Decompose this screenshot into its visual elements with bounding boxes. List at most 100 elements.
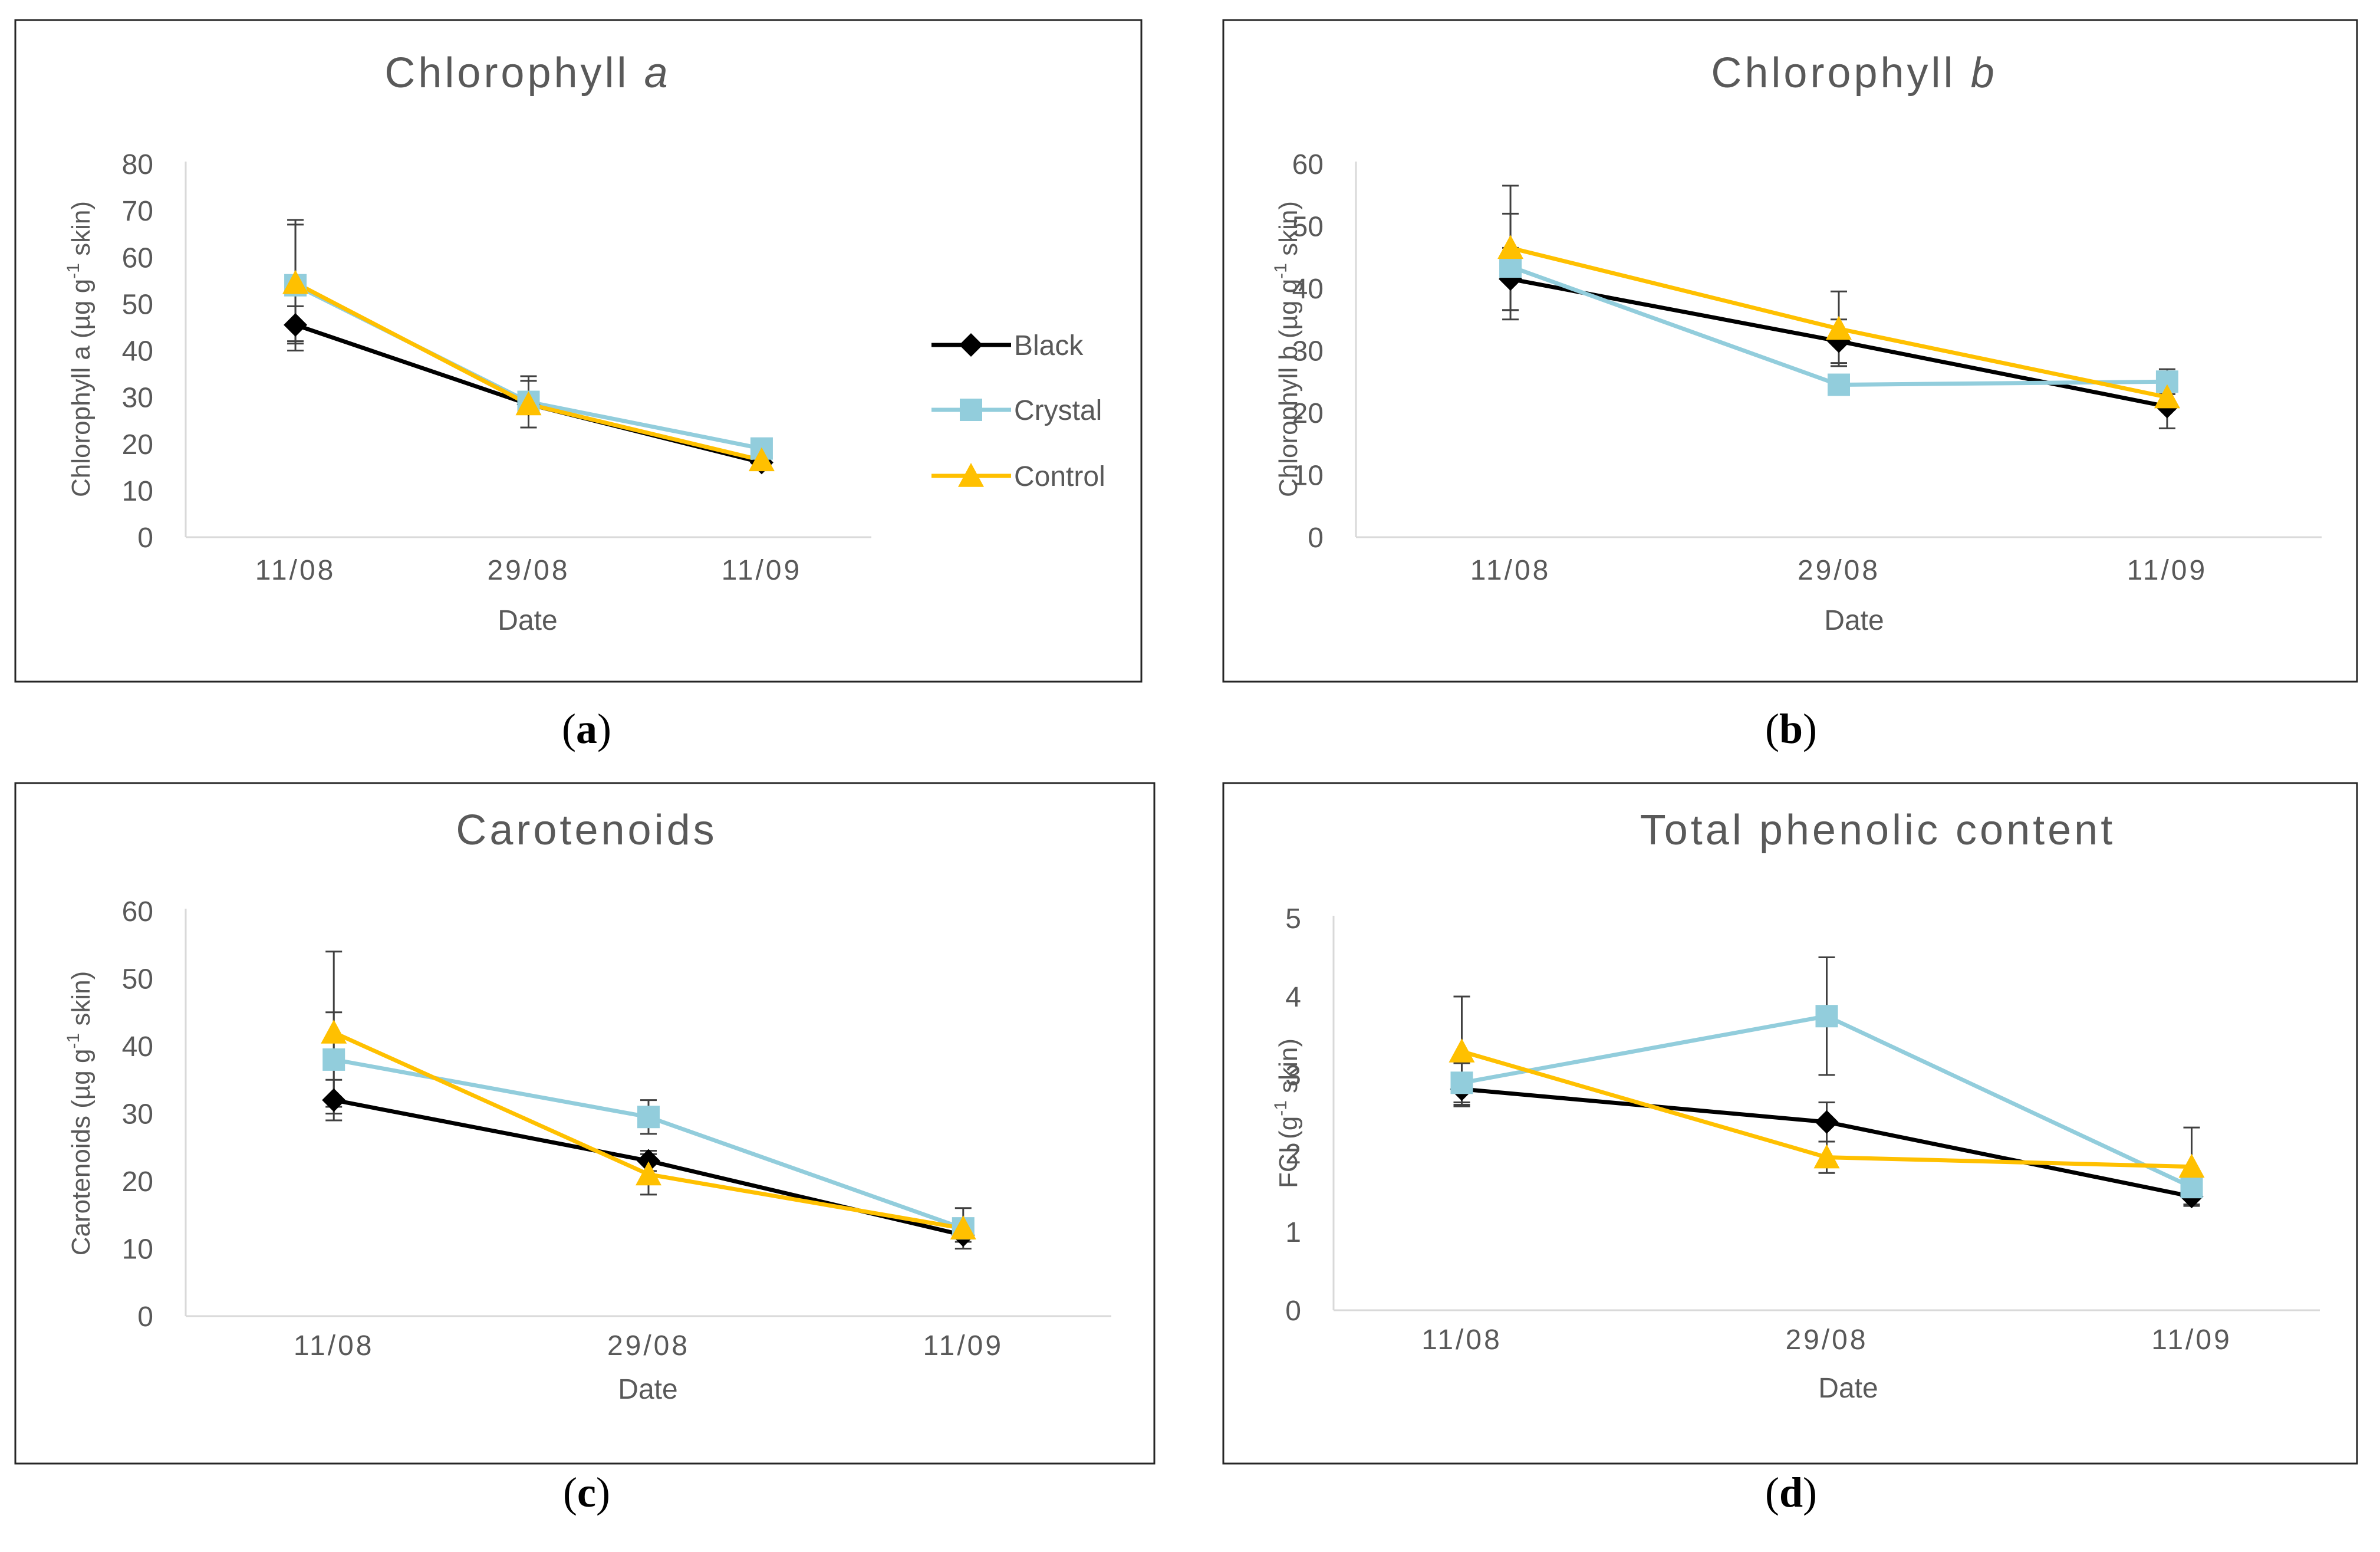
y-tick-label: 40 [1292,274,1324,305]
y-axis-label-end: skin) [1274,201,1303,263]
data-point-control [2154,384,2180,409]
chart-title-text: Chlorophyll [1711,50,1956,97]
x-tick-label: 11/08 [1470,555,1551,586]
y-axis-label-sup: -1 [1271,1100,1291,1116]
data-point-crystal [1499,255,1522,278]
y-axis-label-end: skin) [67,971,96,1033]
y-tick-label: 80 [122,149,153,180]
y-tick-label: 20 [122,1166,153,1198]
caption-open: ( [562,705,576,752]
y-tick-label: 50 [122,289,153,320]
data-point-control [1826,315,1852,340]
data-point-control [1449,1038,1475,1063]
chart-title-text: Total phenolic content [1640,807,2115,854]
data-point-crystal [1450,1071,1473,1094]
panel-caption: (c) [563,1469,610,1516]
y-tick-label: 20 [1292,398,1324,429]
y-tick-label: 30 [1292,336,1324,367]
data-point-control [321,1020,347,1044]
data-point-control [515,391,542,416]
chart-title-text: Carotenoids [456,807,717,854]
chart-panel-2: Chlorophyll b 0 10 20 30 40 50 60 11/08 29/08 11/0… [1222,19,2358,752]
y-axis-label-main: FCI (g [1274,1116,1303,1188]
data-point-control [2178,1153,2205,1178]
legend-label-crystal: Crystal [1014,395,1102,426]
caption-close: ) [597,705,611,752]
x-tick-label: 29/08 [487,555,570,586]
legend-marker-black [959,333,983,357]
caption-letter: c [577,1469,596,1516]
x-tick-label: 11/08 [1421,1324,1502,1356]
data-point-crystal [1828,373,1850,396]
data-point-control [636,1161,661,1186]
y-axis-label: Chlorophyll b (µg g-1 skin) [1271,201,1303,497]
y-tick-label: 0 [137,522,153,554]
chart-frame [14,19,1143,683]
y-tick-label: 0 [137,1301,153,1333]
data-point-crystal [322,1048,345,1071]
y-axis-label: FCI (g-1 skin) [1271,1038,1303,1188]
y-axis-label: Carotenoids (µg g-1 skin) [64,971,96,1255]
data-point-control [1813,1144,1840,1169]
y-tick-label: 30 [122,1099,153,1130]
legend-marker-control [958,463,984,487]
x-tick-label: 11/09 [722,555,802,586]
panel-caption: (b) [1765,705,1817,752]
caption-letter: d [1779,1469,1803,1516]
y-axis-label-sup: -1 [64,1033,83,1049]
data-point-control [748,447,775,472]
y-tick-label: 40 [122,1031,153,1063]
chart-frame [1222,782,2358,1465]
y-axis-label: Chlorophyll a (µg g-1 skin) [64,201,96,497]
legend-marker-crystal [960,399,982,421]
y-axis-label-sup: -1 [64,263,83,279]
y-axis-label-end: skin) [1274,1038,1303,1100]
caption-close: ) [596,1469,610,1516]
caption-open: ( [563,1469,577,1516]
chart-frame [14,782,1156,1465]
y-tick-label: 70 [122,196,153,227]
chart-title: Chlorophyll a [384,50,670,97]
y-axis-label-main: Chlorophyll a (µg g [67,279,96,497]
x-tick-label: 29/08 [1785,1324,1868,1356]
chart-panel-3: Carotenoids 0 10 20 30 40 50 60 11/08 29/08 11/09 D… [14,782,1156,1516]
chart-title-italic: a [630,50,671,97]
y-tick-label: 30 [122,383,153,414]
y-axis-label-main: Chlorophyll b (µg g [1274,279,1303,497]
caption-letter: b [1779,705,1803,752]
panel-caption: (d) [1765,1469,1817,1516]
data-point-control [1497,235,1524,259]
legend-label-control: Control [1014,461,1105,492]
y-tick-label: 0 [1285,1295,1301,1327]
y-tick-label: 2 [1285,1139,1301,1170]
data-point-crystal [637,1106,660,1129]
y-tick-label: 40 [122,336,153,367]
caption-close: ) [1803,705,1817,752]
data-point-black [1815,1110,1839,1134]
x-tick-label: 11/09 [2151,1324,2232,1356]
chart-title: Total phenolic content [1640,807,2115,854]
x-tick-label: 29/08 [607,1330,690,1362]
chart-frame [1222,19,2358,683]
caption-close: ) [1803,1469,1817,1516]
caption-open: ( [1765,1469,1779,1516]
x-axis-label: Date [618,1374,677,1405]
y-tick-label: 50 [122,964,153,995]
chart-panel-4: Total phenolic content 0 1 2 3 4 5 11/08 29/08 11… [1222,782,2358,1516]
panel-caption: (a) [562,705,611,752]
x-tick-label: 11/09 [923,1330,1004,1362]
caption-letter: a [576,705,597,752]
y-tick-label: 10 [122,1234,153,1265]
y-axis-label-main: Carotenoids (µg g [67,1049,96,1256]
chart-title-text: Chlorophyll [384,50,629,97]
y-tick-label: 4 [1285,982,1301,1013]
x-tick-label: 11/09 [2127,555,2208,586]
y-tick-label: 60 [122,242,153,274]
x-tick-label: 11/08 [294,1330,374,1362]
data-point-control [282,269,309,294]
data-point-black [322,1088,346,1112]
legend: Black Crystal Control [931,330,1105,492]
data-point-crystal [1815,1005,1838,1028]
y-tick-label: 3 [1285,1060,1301,1091]
